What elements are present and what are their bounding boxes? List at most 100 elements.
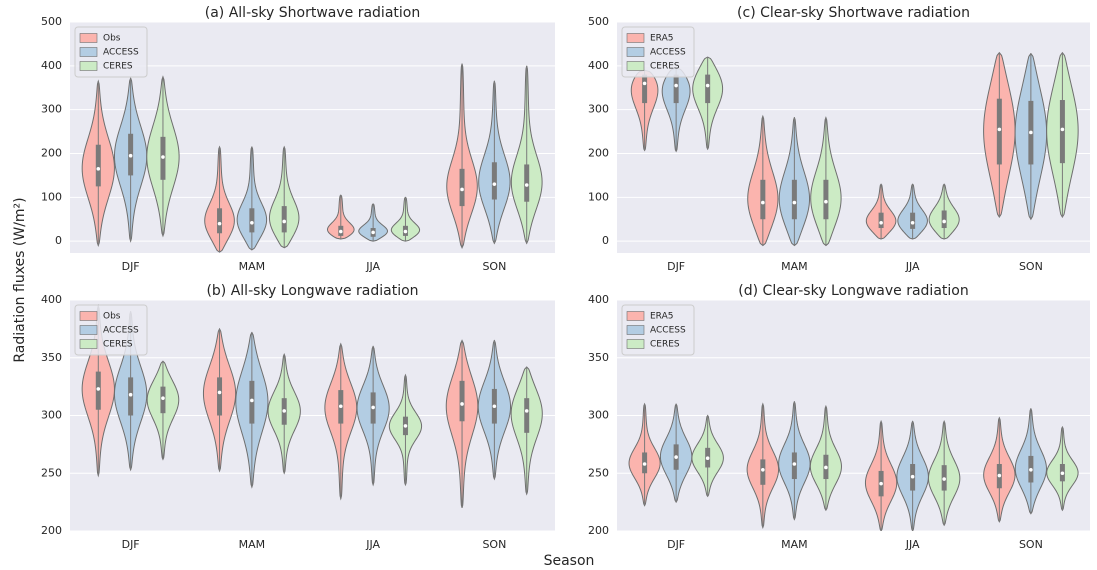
iqr-box (823, 179, 829, 220)
legend-swatch (79, 61, 98, 71)
iqr-box (878, 212, 884, 229)
iqr-box (705, 74, 711, 104)
y-tick-label: 400 (41, 293, 62, 306)
y-tick-label: 400 (588, 59, 609, 72)
y-tick-label: 400 (588, 293, 609, 306)
median (997, 127, 1002, 132)
x-tick-label: MAM (239, 538, 266, 551)
x-tick-label: DJF (667, 538, 685, 551)
chart-title: (a) All-sky Shortwave radiation (205, 5, 420, 21)
median (824, 199, 828, 204)
median (371, 405, 375, 410)
median (761, 200, 765, 205)
x-tick-label: MAM (781, 538, 808, 551)
x-tick-label: JJA (905, 538, 920, 551)
legend-label: ACCESS (650, 326, 686, 336)
plot-area (630, 51, 1079, 247)
iqr-box (524, 398, 530, 433)
legend-swatch (79, 311, 98, 321)
y-tick-label: 350 (41, 351, 62, 364)
median (338, 229, 343, 234)
y-tick-label: 100 (588, 190, 609, 203)
median (460, 402, 464, 406)
legend-swatch (626, 311, 645, 321)
legend-swatch (626, 61, 645, 71)
y-tick-label: 0 (602, 234, 609, 247)
median (1060, 471, 1065, 476)
median (942, 477, 946, 481)
iqr-box (996, 98, 1002, 165)
y-tick-label: 200 (41, 146, 62, 159)
median (792, 462, 797, 466)
median (705, 83, 710, 88)
iqr-box (491, 162, 497, 200)
median (371, 230, 375, 235)
legend: Obs ACCESS CERES (74, 26, 148, 78)
y-tick-label: 500 (41, 15, 62, 28)
median (96, 387, 101, 391)
median (1029, 130, 1033, 135)
median (997, 473, 1002, 478)
y-tick-label: 300 (41, 409, 62, 422)
median (403, 229, 408, 234)
legend-swatch (626, 47, 645, 57)
y-tick-label: 400 (41, 59, 62, 72)
legend-label: Obs (103, 312, 121, 322)
median (460, 187, 464, 192)
iqr-box (249, 208, 255, 233)
median (524, 409, 529, 413)
x-tick-label: SON (482, 260, 506, 273)
median (217, 221, 222, 226)
plot-area (81, 63, 543, 253)
y-tick-label: 250 (588, 466, 609, 479)
median (824, 465, 828, 470)
legend-swatch (626, 325, 645, 335)
legend: ERA5 ACCESS CERES (621, 304, 695, 356)
legend-swatch (626, 339, 645, 349)
iqr-box (281, 206, 287, 233)
median (792, 200, 797, 205)
median (492, 182, 497, 186)
median (1029, 467, 1033, 472)
y-tick-label: 300 (588, 409, 609, 422)
iqr-box (459, 380, 465, 422)
legend-swatch (79, 339, 98, 349)
legend-swatch (626, 33, 645, 43)
legend-label: Obs (103, 34, 121, 44)
legend-label: ERA5 (650, 312, 673, 322)
median (492, 404, 497, 409)
median (1060, 127, 1065, 132)
x-tick-label: DJF (667, 260, 685, 273)
median (161, 155, 165, 159)
median (403, 424, 408, 428)
y-tick-label: 100 (41, 190, 62, 203)
median (642, 81, 647, 86)
legend-label: ACCESS (103, 48, 139, 58)
legend-label: CERES (650, 62, 680, 72)
chart-title: (c) Clear-sky Shortwave radiation (737, 5, 970, 21)
median (250, 220, 254, 225)
x-axis-label: Season (544, 553, 595, 569)
y-axis-label: Radiation fluxes (W/m²) (12, 197, 28, 362)
median (338, 404, 343, 409)
median (879, 220, 883, 225)
median (642, 462, 647, 466)
legend-label: CERES (103, 340, 133, 350)
iqr-box (642, 74, 648, 104)
iqr-box (760, 179, 766, 220)
median (910, 220, 915, 225)
iqr-box (941, 210, 947, 229)
legend-swatch (79, 325, 98, 335)
median (942, 219, 946, 224)
median (674, 455, 678, 459)
y-tick-label: 500 (588, 15, 609, 28)
median (161, 396, 165, 400)
median (879, 481, 883, 486)
median (250, 398, 254, 403)
iqr-box (95, 144, 101, 187)
y-tick-label: 350 (588, 351, 609, 364)
legend: Obs ACCESS CERES (74, 304, 148, 356)
legend-swatch (79, 47, 98, 57)
iqr-box (910, 212, 916, 229)
